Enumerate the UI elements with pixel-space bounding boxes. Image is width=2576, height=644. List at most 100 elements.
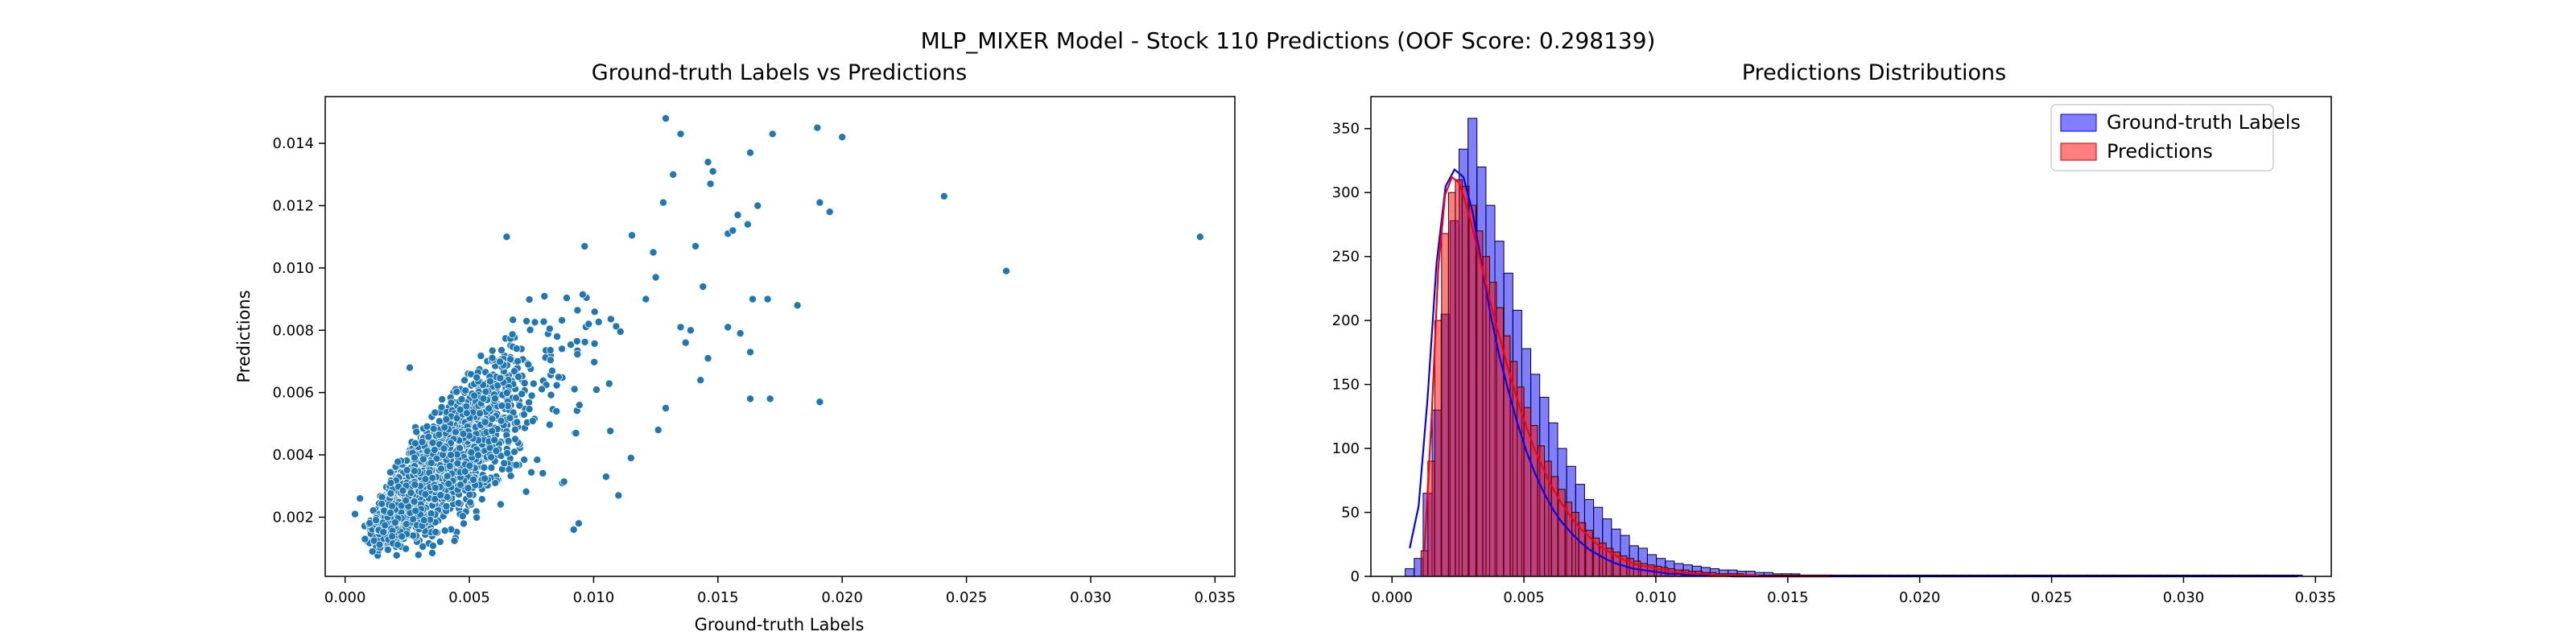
scatter-point: [628, 231, 637, 240]
scatter-point: [558, 316, 567, 324]
scatter-point: [686, 326, 695, 335]
scatter-point: [440, 526, 449, 535]
scatter-point: [461, 386, 470, 395]
scatter-point: [592, 386, 601, 394]
scatter-point: [477, 495, 486, 504]
scatter-point: [503, 448, 512, 457]
scatter-point: [479, 394, 488, 403]
scatter-y-tick-label: 0.004: [272, 447, 314, 464]
histogram-y-tick-label: 50: [1341, 505, 1360, 522]
scatter-point: [368, 547, 377, 556]
scatter-point: [437, 402, 446, 411]
scatter-point: [411, 481, 419, 489]
scatter-point: [813, 123, 822, 132]
scatter-point: [1195, 233, 1204, 242]
scatter-point: [763, 295, 772, 303]
scatter-point: [514, 373, 523, 382]
scatter-point: [428, 541, 437, 550]
histogram-title: Predictions Distributions: [1742, 60, 2006, 85]
scatter-point: [386, 478, 395, 487]
scatter-point: [540, 291, 549, 300]
scatter-point: [386, 468, 394, 477]
scatter-point: [445, 462, 454, 471]
scatter-point: [454, 499, 463, 508]
histogram-y-tick-label: 150: [1332, 377, 1360, 394]
scatter-point: [460, 376, 469, 385]
scatter-point: [605, 379, 613, 388]
scatter-point: [452, 414, 461, 423]
scatter-point: [492, 447, 501, 456]
scatter-point: [512, 394, 521, 402]
scatter-point: [519, 410, 528, 419]
scatter-point: [524, 360, 533, 369]
scatter-point: [525, 405, 534, 414]
scatter-point: [410, 497, 419, 506]
scatter-point: [442, 415, 451, 424]
scatter-point: [443, 493, 452, 502]
histogram-bar: [1441, 233, 1449, 577]
scatter-point: [460, 519, 469, 528]
scatter-point: [432, 454, 441, 463]
scatter-point: [431, 494, 440, 503]
scatter-point: [435, 417, 444, 426]
scatter-point: [361, 535, 369, 543]
scatter-point: [488, 427, 497, 436]
scatter-point: [431, 483, 440, 492]
scatter-point: [409, 515, 418, 524]
scatter-point: [708, 167, 717, 175]
scatter-y-tick-label: 0.014: [272, 135, 314, 152]
scatter-point: [547, 390, 555, 399]
scatter-point: [567, 341, 576, 349]
scatter-point: [369, 536, 378, 545]
scatter-point: [538, 385, 547, 394]
scatter-point: [487, 452, 496, 461]
scatter-point: [746, 148, 755, 157]
scatter-point: [456, 405, 464, 414]
legend-swatch-ground-truth: [2060, 114, 2097, 132]
scatter-point: [488, 353, 497, 362]
scatter-point: [520, 378, 529, 387]
scatter-point: [480, 463, 489, 472]
scatter-point: [481, 418, 489, 427]
scatter-point: [405, 363, 414, 372]
scatter-point: [502, 233, 511, 242]
scatter-point: [473, 373, 481, 382]
scatter-point: [419, 516, 428, 525]
scatter-point: [411, 439, 419, 448]
scatter-point: [474, 451, 483, 460]
scatter-point: [437, 464, 446, 473]
histogram-legend: Ground-truth Labels Predictions: [2050, 104, 2301, 171]
scatter-point: [487, 463, 496, 472]
scatter-point: [421, 490, 430, 499]
scatter-point: [612, 322, 621, 331]
histogram-x-tick-label: 0.000: [1371, 589, 1413, 606]
scatter-point: [696, 376, 705, 385]
scatter-point: [736, 329, 745, 338]
scatter-point: [654, 426, 663, 435]
scatter-point: [553, 332, 562, 341]
scatter-point: [386, 509, 394, 518]
scatter-point: [545, 324, 554, 333]
scatter-point: [569, 525, 578, 534]
scatter-point: [699, 283, 708, 291]
histogram-bars: [1405, 118, 2303, 577]
scatter-point: [442, 502, 451, 510]
scatter-point: [431, 408, 440, 417]
scatter-point: [496, 500, 505, 509]
scatter-y-tick-label: 0.006: [272, 385, 314, 402]
scatter-point: [477, 352, 485, 361]
scatter-point: [411, 506, 420, 515]
scatter-point: [350, 510, 359, 518]
scatter-point: [511, 435, 520, 444]
histogram-bar: [1455, 179, 1463, 577]
scatter-point: [838, 133, 847, 142]
scatter-point: [651, 273, 660, 282]
scatter-point: [506, 414, 514, 423]
scatter-point: [490, 436, 499, 444]
scatter-point: [704, 158, 712, 167]
scatter-point: [419, 543, 427, 551]
scatter-point: [450, 536, 459, 545]
scatter-point: [473, 513, 481, 522]
scatter-point: [393, 540, 402, 549]
scatter-x-tick-label: 0.005: [448, 589, 490, 606]
